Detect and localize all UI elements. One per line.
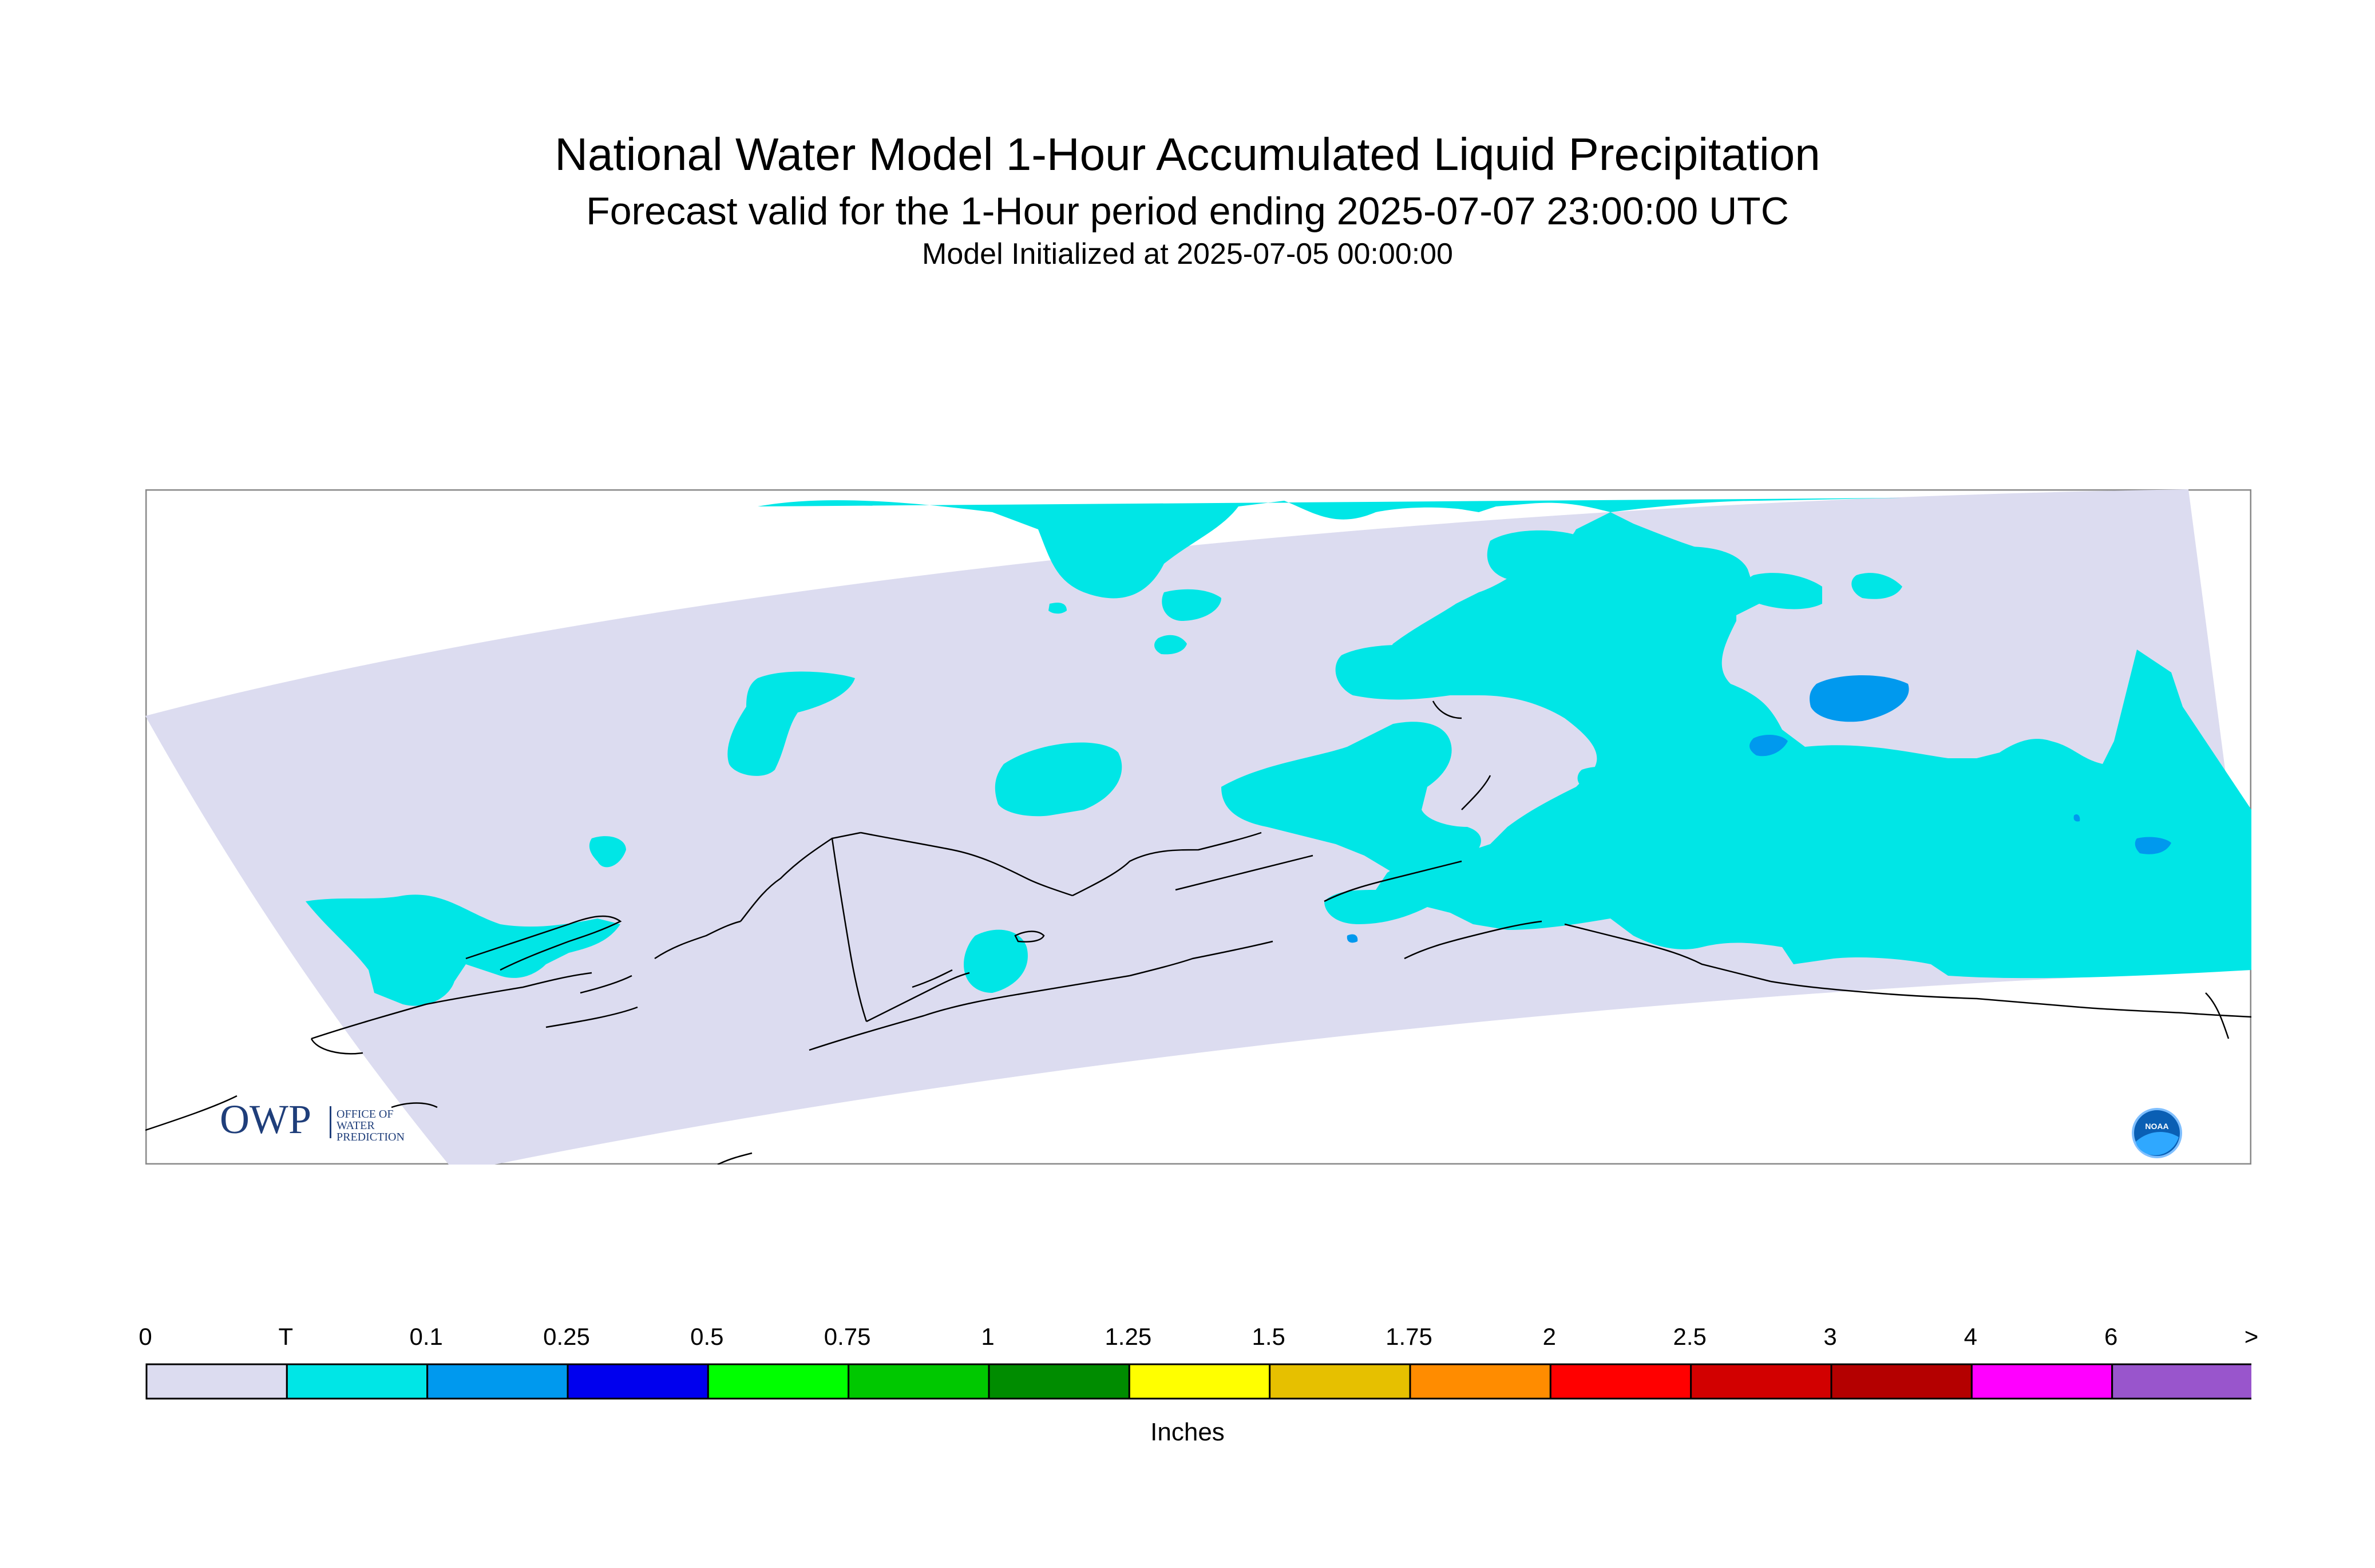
legend-label-11: 2.5 bbox=[1673, 1323, 1707, 1350]
legend-label-3: 0.25 bbox=[543, 1323, 590, 1350]
legend-label-0: 0 bbox=[138, 1323, 152, 1350]
legend-swatch-1 bbox=[286, 1363, 429, 1400]
legend-label-10: 2 bbox=[1542, 1323, 1557, 1350]
owp-logo-letters: OWP bbox=[220, 1096, 311, 1142]
legend-swatch-4 bbox=[707, 1363, 850, 1400]
noaa-logo-text: NOAA bbox=[2145, 1122, 2168, 1131]
legend-label-12: 3 bbox=[1823, 1323, 1837, 1350]
legend-swatch-8 bbox=[1269, 1363, 1411, 1400]
legend-label-1: T bbox=[278, 1323, 294, 1350]
owp-logo: OWP OFFICE OF WATER PREDICTION bbox=[220, 1096, 405, 1143]
precipitation-map: OWP OFFICE OF WATER PREDICTION NOAA bbox=[145, 489, 2251, 1165]
legend-swatch-9 bbox=[1409, 1363, 1551, 1400]
noaa-logo: NOAA bbox=[2132, 1108, 2182, 1158]
coastlines bbox=[145, 700, 2251, 1165]
legend-swatch-5 bbox=[848, 1363, 990, 1400]
legend-swatch-2 bbox=[426, 1363, 569, 1400]
owp-logo-divider bbox=[330, 1106, 331, 1138]
legend-label-5: 0.75 bbox=[824, 1323, 871, 1350]
model-init-time: Model Initialized at 2025-07-05 00:00:00 bbox=[922, 237, 1453, 271]
legend-label-7: 1.25 bbox=[1105, 1323, 1152, 1350]
light-precip-areas bbox=[1347, 675, 2171, 943]
legend-labels: 0 T 0.1 0.25 0.5 0.75 1 1.25 1.5 1.75 2 2.5 3 4 6 > bbox=[0, 1323, 2375, 1357]
owp-logo-line-3: PREDICTION bbox=[337, 1131, 405, 1143]
map-title: National Water Model 1-Hour Accumulated … bbox=[555, 129, 1820, 180]
legend-label-13: 4 bbox=[1964, 1323, 1978, 1350]
legend-label-14: 6 bbox=[2104, 1323, 2118, 1350]
model-domain bbox=[145, 489, 2251, 1165]
legend-swatch-0 bbox=[145, 1363, 288, 1400]
legend-swatch-14 bbox=[2111, 1363, 2251, 1400]
noaa-logo-wave bbox=[2136, 1131, 2179, 1155]
legend-swatch-7 bbox=[1128, 1363, 1271, 1400]
legend-label-6: 1 bbox=[981, 1323, 995, 1350]
legend-units-label: Inches bbox=[1150, 1418, 1225, 1446]
map-subtitle: Forecast valid for the 1-Hour period end… bbox=[586, 189, 1789, 233]
legend-label-15: > bbox=[2244, 1323, 2259, 1350]
color-legend bbox=[145, 1363, 2251, 1400]
legend-swatch-6 bbox=[988, 1363, 1130, 1400]
trace-precip-areas bbox=[306, 498, 2251, 1006]
legend-swatch-13 bbox=[1970, 1363, 2113, 1400]
legend-label-8: 1.5 bbox=[1252, 1323, 1285, 1350]
legend-swatch-11 bbox=[1690, 1363, 1832, 1400]
legend-label-2: 0.1 bbox=[409, 1323, 443, 1350]
legend-swatch-12 bbox=[1830, 1363, 1973, 1400]
owp-logo-line-1: OFFICE OF bbox=[337, 1108, 393, 1120]
owp-logo-line-2: WATER bbox=[337, 1119, 375, 1132]
legend-swatch-10 bbox=[1549, 1363, 1692, 1400]
legend-swatch-3 bbox=[567, 1363, 709, 1400]
legend-label-4: 0.5 bbox=[690, 1323, 724, 1350]
legend-label-9: 1.75 bbox=[1386, 1323, 1432, 1350]
